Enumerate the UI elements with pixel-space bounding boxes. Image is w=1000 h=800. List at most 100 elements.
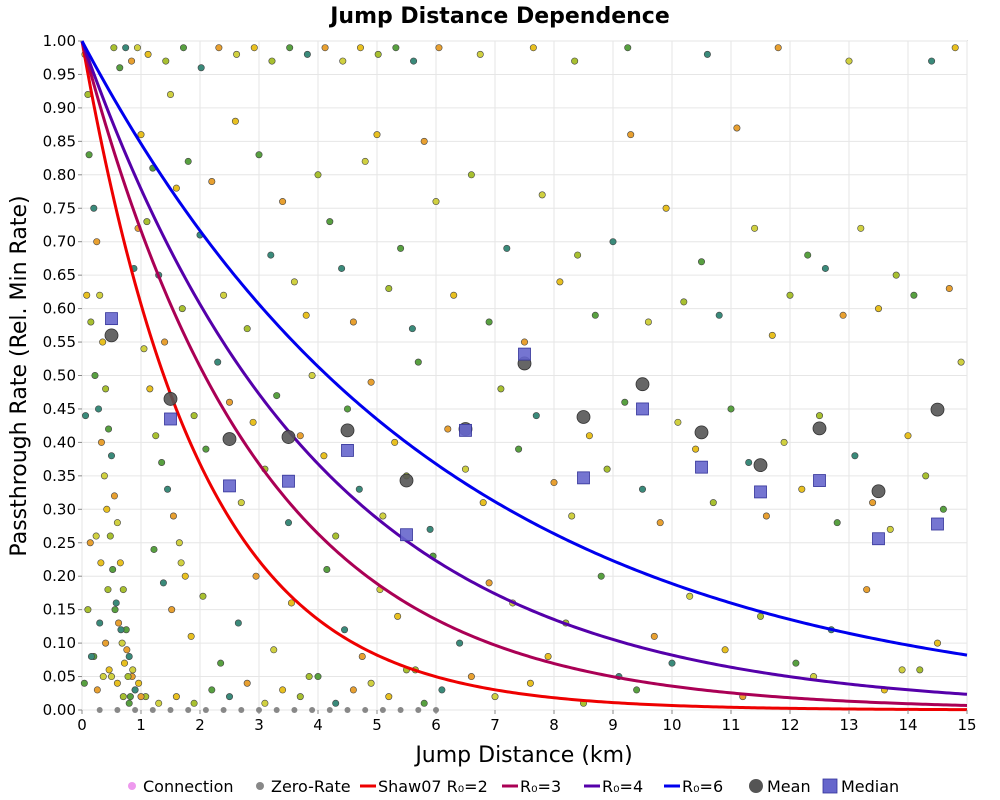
x-tick-label: 15 bbox=[957, 716, 976, 734]
median-point bbox=[872, 532, 885, 546]
connection-point bbox=[544, 652, 552, 660]
connection-point bbox=[733, 124, 741, 132]
connection-point bbox=[99, 338, 107, 346]
connection-point bbox=[119, 693, 127, 701]
connection-point bbox=[904, 432, 912, 440]
connection-point bbox=[208, 177, 216, 185]
connection-point bbox=[84, 606, 92, 614]
connection-point bbox=[202, 445, 210, 453]
y-tick-label: 0.20 bbox=[43, 567, 76, 585]
connection-point bbox=[697, 258, 705, 266]
connection-point bbox=[92, 532, 100, 540]
connection-point bbox=[821, 264, 829, 272]
y-tick-label: 0.40 bbox=[43, 433, 76, 451]
x-tick-label: 10 bbox=[662, 716, 681, 734]
grid bbox=[81, 40, 968, 711]
connection-point bbox=[467, 673, 475, 681]
y-tick-label: 0.80 bbox=[43, 166, 76, 184]
connection-point bbox=[721, 646, 729, 654]
connection-point bbox=[320, 452, 328, 460]
connection-point bbox=[574, 251, 582, 259]
connection-point bbox=[215, 44, 223, 52]
connection-point bbox=[374, 50, 382, 58]
legend-label: Connection bbox=[143, 777, 234, 796]
median-point bbox=[400, 528, 413, 542]
connection-point bbox=[143, 218, 151, 226]
zero-rate-point bbox=[291, 707, 298, 713]
connection-point bbox=[321, 44, 329, 52]
y-axis-label: Passthrough Rate (Rel. Min Rate) bbox=[7, 195, 32, 556]
connection-point bbox=[231, 117, 239, 125]
connection-point bbox=[125, 652, 133, 660]
connection-point bbox=[286, 44, 294, 52]
connection-point bbox=[833, 519, 841, 527]
zero-rate-point bbox=[167, 707, 174, 713]
zero-rate-point bbox=[220, 707, 227, 713]
connection-point bbox=[343, 405, 351, 413]
x-tick-label: 12 bbox=[780, 716, 799, 734]
connection-point bbox=[159, 579, 167, 587]
median-point bbox=[577, 471, 590, 485]
median-point bbox=[636, 402, 649, 416]
connection-point bbox=[644, 318, 652, 326]
connection-point bbox=[432, 198, 440, 206]
connection-point bbox=[255, 151, 263, 159]
connection-point bbox=[928, 57, 936, 65]
legend-marker bbox=[749, 779, 763, 793]
y-tick-label: 0.75 bbox=[43, 199, 76, 217]
connection-point bbox=[137, 693, 145, 701]
connection-point bbox=[296, 432, 304, 440]
connection-point bbox=[485, 318, 493, 326]
connection-point bbox=[108, 673, 116, 681]
connection-point bbox=[467, 171, 475, 179]
connection-point bbox=[529, 44, 537, 52]
connection-point bbox=[109, 566, 117, 574]
connection-point bbox=[87, 318, 95, 326]
mean-point bbox=[222, 432, 237, 446]
connection-point bbox=[857, 224, 865, 232]
connection-point bbox=[874, 305, 882, 313]
zero-rate-point bbox=[238, 707, 245, 713]
connection-point bbox=[792, 659, 800, 667]
connection-point bbox=[155, 699, 163, 707]
connection-point bbox=[373, 131, 381, 139]
legend-label: R₀=4 bbox=[602, 777, 643, 796]
connection-point bbox=[158, 458, 166, 466]
connection-point bbox=[152, 432, 160, 440]
connection-point bbox=[394, 612, 402, 620]
x-tick-label: 6 bbox=[431, 716, 441, 734]
zero-rate-point bbox=[326, 707, 333, 713]
connection-point bbox=[93, 238, 101, 246]
connection-point bbox=[385, 693, 393, 701]
zero-rate-points bbox=[96, 707, 439, 713]
connection-point bbox=[124, 673, 132, 681]
model-curves bbox=[80, 40, 968, 712]
zero-rate-point bbox=[96, 707, 103, 713]
median-point bbox=[282, 474, 295, 488]
zero-rate-point bbox=[149, 707, 156, 713]
connection-point bbox=[267, 251, 275, 259]
zero-rate-point bbox=[362, 707, 369, 713]
connection-point bbox=[116, 64, 124, 72]
connection-point bbox=[85, 151, 93, 159]
connection-point bbox=[624, 44, 632, 52]
connection-point bbox=[450, 291, 458, 299]
connection-point bbox=[102, 385, 110, 393]
connection-point bbox=[910, 291, 918, 299]
legend-label: Shaw07 R₀=2 bbox=[378, 777, 488, 796]
zero-rate-point bbox=[114, 707, 121, 713]
connection-point bbox=[332, 532, 340, 540]
connection-point bbox=[341, 626, 349, 634]
connection-point bbox=[627, 131, 635, 139]
connection-point bbox=[420, 699, 428, 707]
median-points bbox=[105, 312, 944, 546]
legend: Connection Zero-Rate Shaw07 R₀=2 R₀=3 R₀=4 R₀… bbox=[128, 777, 899, 796]
connection-point bbox=[515, 445, 523, 453]
connection-point bbox=[444, 425, 452, 433]
connection-point bbox=[175, 539, 183, 547]
connection-point bbox=[96, 619, 104, 627]
connection-point bbox=[650, 632, 658, 640]
connection-point bbox=[680, 298, 688, 306]
connection-point bbox=[112, 599, 120, 607]
connection-point bbox=[126, 693, 134, 701]
